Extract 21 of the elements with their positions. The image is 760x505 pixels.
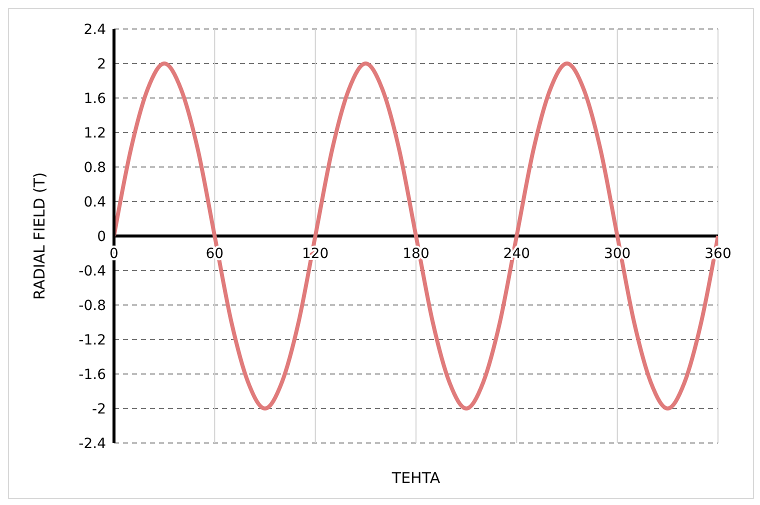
y-tick-label: 0 bbox=[97, 228, 106, 245]
x-tick-label: 360 bbox=[704, 246, 732, 262]
x-tick-label: 240 bbox=[503, 246, 530, 262]
y-tick-label: 0.8 bbox=[84, 160, 106, 176]
x-tick-label: 60 bbox=[206, 246, 224, 262]
x-tick-label: 180 bbox=[402, 246, 430, 262]
y-tick-label: 2 bbox=[97, 56, 106, 72]
y-tick-label: -1.6 bbox=[78, 366, 106, 383]
y-tick-label: 2.4 bbox=[84, 22, 106, 38]
y-tick-label: 1.2 bbox=[84, 125, 106, 142]
y-axis-title: RADIAL FIELD (T) bbox=[30, 172, 48, 300]
y-tick-label: -1.2 bbox=[78, 332, 106, 348]
x-axis-title: TEHTA bbox=[390, 469, 441, 487]
y-tick-label: -0.8 bbox=[78, 298, 106, 314]
y-tick-label: 1.6 bbox=[84, 90, 106, 107]
y-tick-label: -0.4 bbox=[78, 263, 106, 280]
x-tick-label: 120 bbox=[302, 246, 329, 262]
x-tick-label: 300 bbox=[604, 246, 631, 262]
y-tick-label: -2 bbox=[92, 401, 106, 418]
y-tick-label: -2.4 bbox=[78, 436, 106, 452]
y-tick-label: 0.4 bbox=[84, 194, 106, 210]
